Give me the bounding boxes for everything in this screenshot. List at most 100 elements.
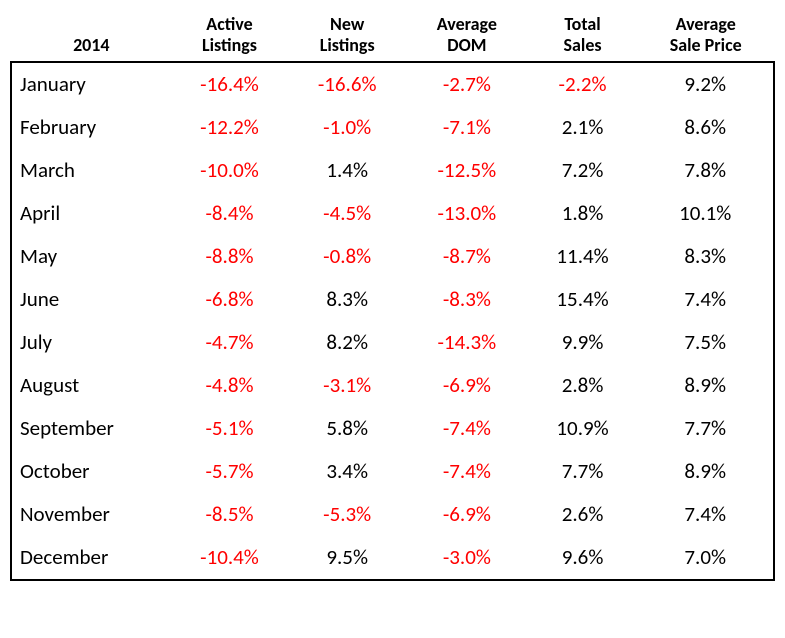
value-cell: -8.7%	[406, 235, 528, 278]
value-cell: -6.9%	[406, 364, 528, 407]
table-row: December-10.4%9.5%-3.0%9.6%7.0%	[11, 536, 774, 580]
value-cell: -5.7%	[171, 450, 289, 493]
table-row: July-4.7%8.2%-14.3%9.9%7.5%	[11, 321, 774, 364]
value-cell: 9.5%	[288, 536, 406, 580]
value-cell: -8.8%	[171, 235, 289, 278]
table-body: January-16.4%-16.6%-2.7%-2.2%9.2%Februar…	[11, 62, 774, 580]
col-header-line2: DOM	[447, 34, 486, 56]
table-row: March-10.0%1.4%-12.5%7.2%7.8%	[11, 149, 774, 192]
col-header-line1: Active	[206, 13, 252, 35]
table-row: October-5.7%3.4%-7.4%7.7%8.9%	[11, 450, 774, 493]
value-cell: 10.9%	[528, 407, 638, 450]
month-cell: June	[11, 278, 171, 321]
value-cell: 1.4%	[288, 149, 406, 192]
value-cell: -12.2%	[171, 106, 289, 149]
year-header: 2014	[11, 10, 171, 62]
value-cell: 8.3%	[637, 235, 774, 278]
value-cell: 9.6%	[528, 536, 638, 580]
table-row: September-5.1%5.8%-7.4%10.9%7.7%	[11, 407, 774, 450]
value-cell: 8.6%	[637, 106, 774, 149]
value-cell: 9.2%	[637, 62, 774, 106]
month-cell: May	[11, 235, 171, 278]
value-cell: 7.5%	[637, 321, 774, 364]
month-cell: July	[11, 321, 171, 364]
value-cell: 7.0%	[637, 536, 774, 580]
col-header-line1: Average	[437, 13, 497, 35]
value-cell: 2.8%	[528, 364, 638, 407]
col-header-new-listings: New Listings	[288, 10, 406, 62]
col-header-line1: New	[330, 13, 364, 35]
value-cell: -5.3%	[288, 493, 406, 536]
value-cell: -8.5%	[171, 493, 289, 536]
month-cell: September	[11, 407, 171, 450]
value-cell: -5.1%	[171, 407, 289, 450]
value-cell: 10.1%	[637, 192, 774, 235]
value-cell: -12.5%	[406, 149, 528, 192]
value-cell: 7.8%	[637, 149, 774, 192]
value-cell: -2.2%	[528, 62, 638, 106]
table-row: August-4.8%-3.1%-6.9%2.8%8.9%	[11, 364, 774, 407]
month-cell: January	[11, 62, 171, 106]
table-row: November-8.5%-5.3%-6.9%2.6%7.4%	[11, 493, 774, 536]
value-cell: -16.6%	[288, 62, 406, 106]
col-header-line2: Listings	[202, 34, 257, 56]
col-header-line1: Total	[564, 13, 600, 35]
value-cell: 7.4%	[637, 493, 774, 536]
month-cell: November	[11, 493, 171, 536]
month-cell: February	[11, 106, 171, 149]
value-cell: 8.9%	[637, 450, 774, 493]
value-cell: -7.4%	[406, 450, 528, 493]
value-cell: 8.3%	[288, 278, 406, 321]
table-row: January-16.4%-16.6%-2.7%-2.2%9.2%	[11, 62, 774, 106]
value-cell: 11.4%	[528, 235, 638, 278]
month-cell: March	[11, 149, 171, 192]
value-cell: 5.8%	[288, 407, 406, 450]
value-cell: -4.7%	[171, 321, 289, 364]
value-cell: -3.0%	[406, 536, 528, 580]
value-cell: 1.8%	[528, 192, 638, 235]
value-cell: -6.8%	[171, 278, 289, 321]
value-cell: -8.3%	[406, 278, 528, 321]
value-cell: 7.7%	[528, 450, 638, 493]
value-cell: -7.4%	[406, 407, 528, 450]
month-cell: August	[11, 364, 171, 407]
value-cell: 7.7%	[637, 407, 774, 450]
col-header-line2: Listings	[320, 34, 375, 56]
value-cell: -13.0%	[406, 192, 528, 235]
col-header-line1: Average	[676, 13, 736, 35]
value-cell: -10.0%	[171, 149, 289, 192]
value-cell: 3.4%	[288, 450, 406, 493]
value-cell: 15.4%	[528, 278, 638, 321]
value-cell: -2.7%	[406, 62, 528, 106]
col-header-average-sale-price: Average Sale Price	[637, 10, 774, 62]
value-cell: -4.8%	[171, 364, 289, 407]
table-row: May-8.8%-0.8%-8.7%11.4%8.3%	[11, 235, 774, 278]
month-cell: December	[11, 536, 171, 580]
value-cell: 8.2%	[288, 321, 406, 364]
value-cell: -7.1%	[406, 106, 528, 149]
value-cell: -1.0%	[288, 106, 406, 149]
value-cell: -16.4%	[171, 62, 289, 106]
value-cell: -14.3%	[406, 321, 528, 364]
month-cell: April	[11, 192, 171, 235]
value-cell: -0.8%	[288, 235, 406, 278]
data-table-container: 2014 Active Listings New Listings Averag…	[10, 10, 775, 581]
value-cell: -3.1%	[288, 364, 406, 407]
table-row: June-6.8%8.3%-8.3%15.4%7.4%	[11, 278, 774, 321]
table-header: 2014 Active Listings New Listings Averag…	[11, 10, 774, 62]
value-cell: 2.6%	[528, 493, 638, 536]
value-cell: 2.1%	[528, 106, 638, 149]
value-cell: -4.5%	[288, 192, 406, 235]
month-cell: October	[11, 450, 171, 493]
value-cell: 7.4%	[637, 278, 774, 321]
col-header-total-sales: Total Sales	[528, 10, 638, 62]
value-cell: -8.4%	[171, 192, 289, 235]
col-header-active-listings: Active Listings	[171, 10, 289, 62]
col-header-line2: Sales	[564, 34, 602, 56]
value-cell: 9.9%	[528, 321, 638, 364]
col-header-average-dom: Average DOM	[406, 10, 528, 62]
table-row: February-12.2%-1.0%-7.1%2.1%8.6%	[11, 106, 774, 149]
value-cell: -6.9%	[406, 493, 528, 536]
data-table: 2014 Active Listings New Listings Averag…	[10, 10, 775, 581]
table-row: April-8.4%-4.5%-13.0%1.8%10.1%	[11, 192, 774, 235]
